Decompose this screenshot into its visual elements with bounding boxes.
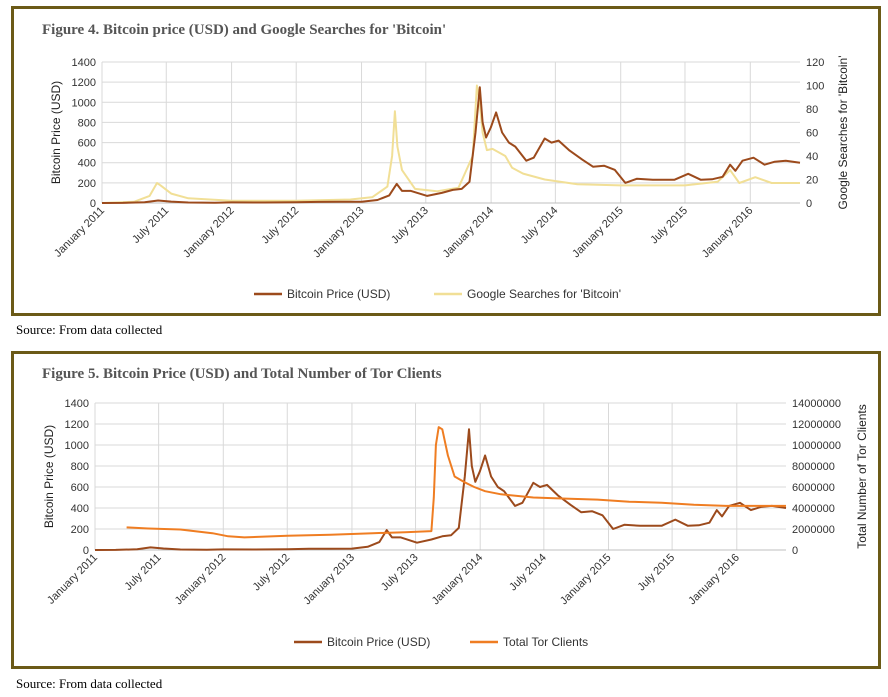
- figure-4-chart: 0 200 400 600 800 1000 1200 1400 0 20 40 60 80 100 120…: [49, 56, 850, 302]
- y-tick-label: 200: [71, 524, 89, 536]
- x-tick-label: July 2014: [507, 552, 549, 594]
- y2-tick-label: 120: [806, 57, 824, 69]
- x-tick-label: July 2013: [379, 552, 421, 594]
- y2-tick-label: 40: [806, 151, 818, 163]
- series-line-1: [126, 426, 786, 539]
- x-tick-label: July 2015: [635, 552, 677, 594]
- x-tick-label: January 2016: [686, 552, 742, 608]
- y-tick-label: 1000: [65, 440, 89, 452]
- y2-tick-label: 100: [806, 81, 824, 93]
- figure-4-title: Figure 4. Bitcoin price (USD) and Google…: [42, 22, 447, 38]
- legend-label: Bitcoin Price (USD): [327, 635, 430, 649]
- legend-label: Google Searches for 'Bitcoin': [467, 287, 621, 301]
- legend-entry: Total Tor Clients: [470, 635, 588, 649]
- y-tick-label: 0: [83, 545, 89, 557]
- x-tick-label: July 2011: [130, 205, 171, 246]
- legend-entry: Bitcoin Price (USD): [254, 287, 390, 301]
- y2-tick-label: 4000000: [792, 503, 835, 515]
- y2-tick-label: 20: [806, 175, 818, 187]
- y2-tick-label: 2000000: [792, 524, 835, 536]
- figure-5-source: Source: From data collected: [16, 676, 163, 691]
- x-tick-label: January 2015: [570, 205, 626, 261]
- x-tick-label: July 2012: [251, 552, 293, 594]
- legend-label: Total Tor Clients: [503, 635, 588, 649]
- y-tick-label: 800: [78, 117, 96, 129]
- figure-5-chart: 0 200 400 600 800 1000 1200 1400 0 2000000 4000000…: [42, 398, 869, 649]
- figure-5-panel: Figure 5. Bitcoin Price (USD) and Total …: [11, 351, 881, 669]
- x-tick-label: July 2013: [389, 205, 431, 247]
- legend-label: Bitcoin Price (USD): [287, 287, 390, 301]
- y-tick-label: 600: [71, 482, 89, 494]
- y-tick-label: 400: [71, 503, 89, 515]
- y2-axis-title: Total Number of Tor Clients: [855, 404, 869, 549]
- x-tick-label: July 2014: [519, 205, 561, 247]
- figure-4-panel: Figure 4. Bitcoin price (USD) and Google…: [11, 6, 881, 316]
- legend-entry: Bitcoin Price (USD): [294, 635, 430, 649]
- grid: [101, 61, 800, 204]
- y2-tick-label: 12000000: [792, 419, 841, 431]
- figure-5-title: Figure 5. Bitcoin Price (USD) and Total …: [42, 366, 442, 382]
- figure-4-source: Source: From data collected: [16, 322, 163, 337]
- y-tick-label: 1200: [72, 77, 96, 89]
- x-tick-label: January 2011: [45, 552, 100, 607]
- x-tick-label: January 2016: [700, 205, 756, 261]
- y2-tick-label: 6000000: [792, 482, 835, 494]
- x-tick-label: January 2014: [430, 552, 486, 608]
- y2-tick-label: 0: [792, 545, 798, 557]
- y-tick-label: 1200: [65, 419, 89, 431]
- x-tick-label: July 2012: [260, 205, 302, 247]
- x-tick-label: January 2011: [52, 205, 107, 260]
- y-tick-label: 1400: [65, 398, 89, 410]
- series-line-1: [101, 84, 800, 204]
- y2-tick-label: 8000000: [792, 461, 835, 473]
- y-axis-title: Bitcoin Price (USD): [49, 81, 63, 184]
- legend-entry: Google Searches for 'Bitcoin': [434, 287, 621, 301]
- x-tick-label: January 2012: [173, 552, 229, 608]
- y-tick-label: 600: [78, 138, 96, 150]
- y-tick-label: 0: [90, 198, 96, 210]
- series-line-0: [94, 428, 787, 551]
- y2-tick-label: 10000000: [792, 440, 841, 452]
- x-tick-label: January 2014: [441, 205, 497, 261]
- y-tick-label: 1000: [72, 97, 96, 109]
- y-tick-label: 200: [78, 178, 96, 190]
- y-tick-label: 800: [71, 461, 89, 473]
- x-tick-label: July 2011: [123, 552, 164, 593]
- x-tick-label: July 2015: [648, 205, 690, 247]
- x-tick-label: January 2015: [558, 552, 614, 608]
- x-tick-label: January 2012: [181, 205, 237, 261]
- y-axis-title: Bitcoin Price (USD): [42, 425, 56, 528]
- y2-tick-label: 0: [806, 198, 812, 210]
- y-tick-label: 1400: [72, 57, 96, 69]
- y2-tick-label: 14000000: [792, 398, 841, 410]
- y-tick-label: 400: [78, 158, 96, 170]
- series-line-0: [101, 86, 801, 204]
- x-tick-label: January 2013: [301, 552, 357, 608]
- y2-tick-label: 60: [806, 128, 818, 140]
- y2-axis-title: Google Searches for 'Bitcoin': [836, 56, 850, 210]
- x-tick-label: January 2013: [311, 205, 367, 261]
- y2-tick-label: 80: [806, 104, 818, 116]
- grid: [94, 402, 786, 551]
